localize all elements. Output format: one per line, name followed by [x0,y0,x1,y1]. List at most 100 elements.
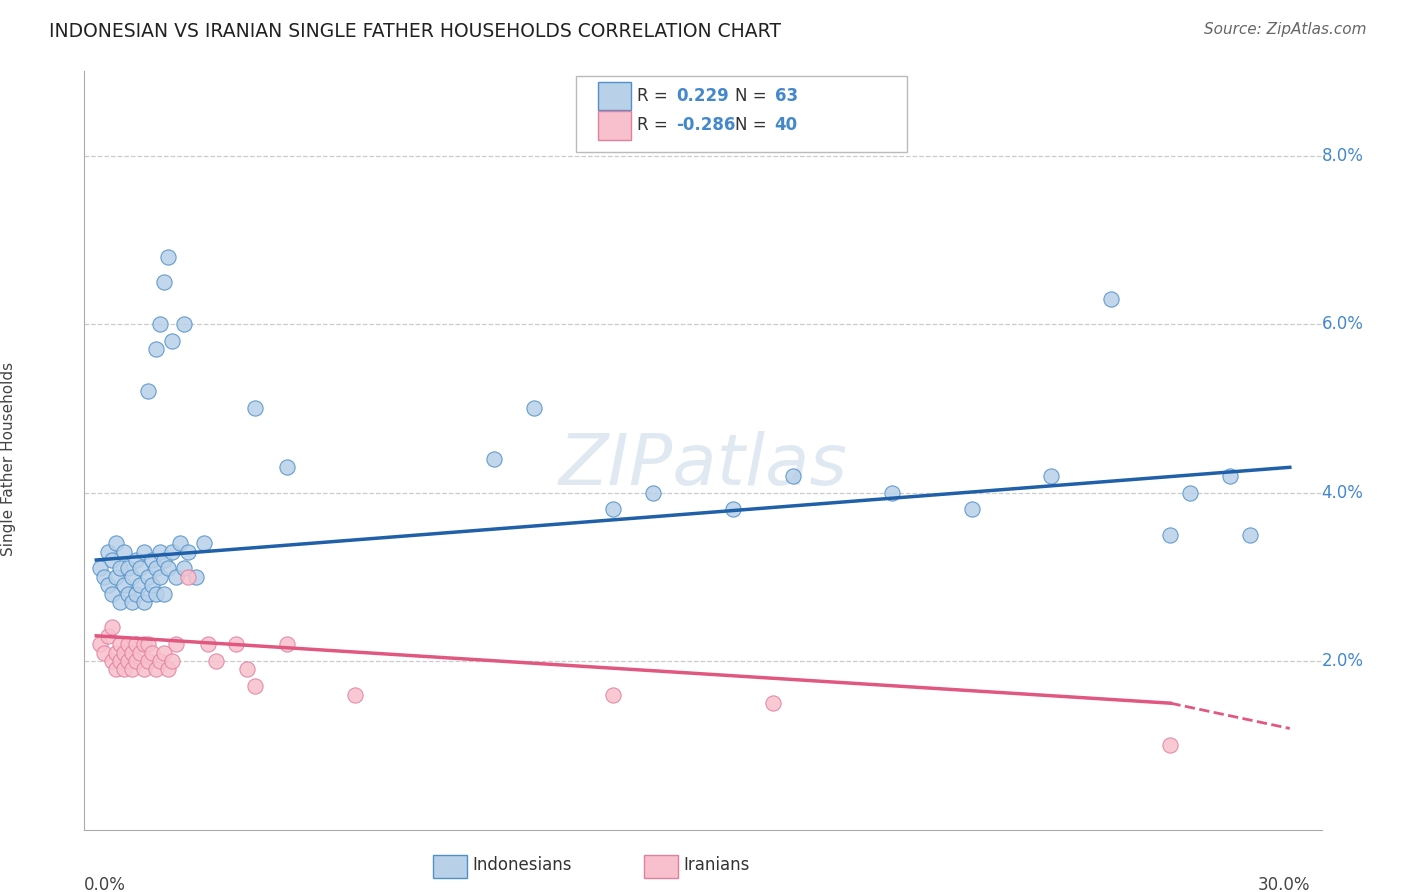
Point [93,570,115,584]
Point [197,637,219,651]
Point [125,553,148,567]
Point [101,620,124,634]
Text: INDONESIAN VS IRANIAN SINGLE FATHER HOUSEHOLDS CORRELATION CHART: INDONESIAN VS IRANIAN SINGLE FATHER HOUS… [49,22,782,41]
Point [1040,468,1063,483]
Point [132,663,155,677]
Point [145,587,167,601]
Point [121,595,143,609]
Point [160,544,183,558]
Text: R =: R = [637,87,673,105]
Point [129,578,152,592]
Text: 6.0%: 6.0% [1322,315,1364,333]
Point [236,663,259,677]
Text: Source: ZipAtlas.com: Source: ZipAtlas.com [1204,22,1367,37]
Text: ZIPatlas: ZIPatlas [558,431,848,500]
Text: Indonesians: Indonesians [472,856,572,874]
Point [125,637,148,651]
Point [193,536,215,550]
Point [117,654,139,668]
Text: R =: R = [637,116,673,135]
Point [136,570,159,584]
Point [121,646,143,660]
Point [136,654,159,668]
Point [276,637,298,651]
Point [145,663,167,677]
Point [101,587,124,601]
Point [121,663,143,677]
Point [93,646,115,660]
Point [149,654,172,668]
Point [173,561,195,575]
Point [153,646,176,660]
Point [156,663,179,677]
Point [204,654,226,668]
Point [165,570,187,584]
Point [149,570,172,584]
Point [482,451,505,466]
Point [105,536,128,550]
Point [132,544,155,558]
Point [782,468,804,483]
Point [160,654,183,668]
Text: Single Father Households: Single Father Households [1,362,17,556]
Point [108,637,131,651]
Text: -0.286: -0.286 [676,116,735,135]
Point [145,343,167,357]
Point [225,637,247,651]
Point [149,544,172,558]
Text: 63: 63 [775,87,797,105]
Point [112,646,135,660]
Point [117,587,139,601]
Point [136,587,159,601]
Point [156,250,179,264]
Point [132,637,155,651]
Text: 2.0%: 2.0% [1322,652,1364,670]
Text: 4.0%: 4.0% [1322,483,1364,501]
Point [1099,292,1122,306]
Point [136,637,159,651]
Point [132,595,155,609]
Point [721,502,744,516]
Point [129,646,152,660]
Point [89,561,111,575]
Point [117,637,139,651]
Point [141,646,163,660]
Point [177,544,200,558]
Text: 8.0%: 8.0% [1322,146,1364,165]
Point [523,401,546,416]
Point [129,561,152,575]
Point [136,384,159,399]
Point [112,544,135,558]
Point [153,587,176,601]
Point [121,570,143,584]
Text: 0.229: 0.229 [676,87,730,105]
Point [1219,468,1241,483]
Point [880,485,903,500]
Point [1159,739,1181,753]
Point [173,317,195,331]
Point [108,654,131,668]
Point [153,275,176,289]
Point [184,570,207,584]
Point [160,334,183,348]
Point [762,696,785,710]
Text: Iranians: Iranians [683,856,749,874]
Point [105,646,128,660]
Point [602,688,624,702]
Point [153,553,176,567]
Point [97,578,120,592]
Point [108,561,131,575]
Text: 40: 40 [775,116,797,135]
Point [156,561,179,575]
Point [245,401,267,416]
Point [145,561,167,575]
Point [149,317,172,331]
Point [141,553,163,567]
Point [125,587,148,601]
Point [960,502,983,516]
Point [105,570,128,584]
Point [343,688,366,702]
Point [643,485,665,500]
Point [1180,485,1202,500]
Point [141,578,163,592]
